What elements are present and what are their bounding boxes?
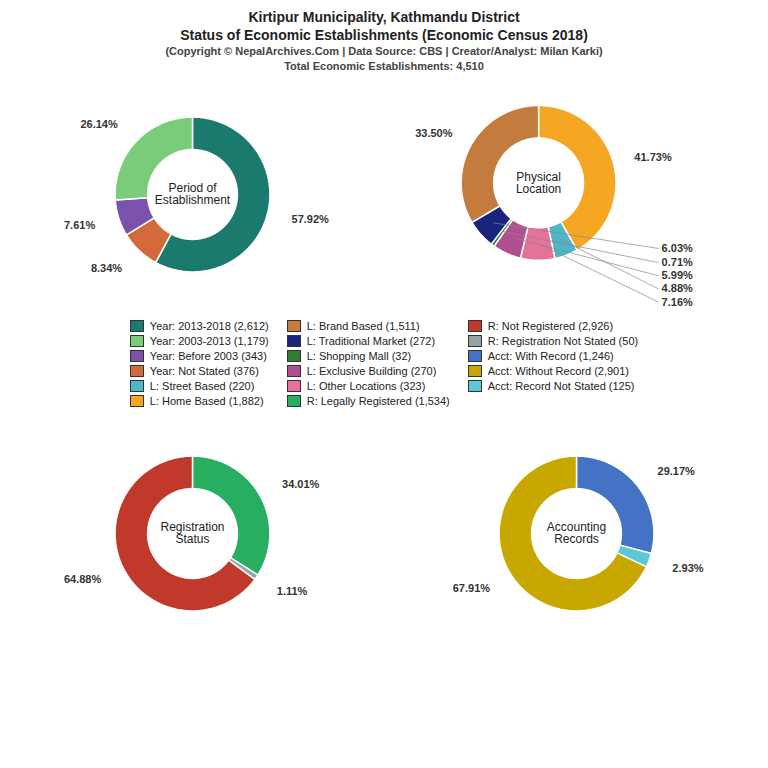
html-text:(Copyright © NepalArchives.Com: (Copyright © NepalArchives.Com | Data So… [165, 45, 603, 57]
html-text:Total Economic Establishments:: Total Economic Establishments: 4,510 [284, 60, 484, 72]
html-text:L: Exclusive Building (270): L: Exclusive Building (270) [306, 365, 437, 377]
html-text:Acct: Record Not Stated (125): Acct: Record Not Stated (125) [487, 380, 635, 392]
html-text:L: Other Locations (323): L: Other Locations (323) [306, 380, 426, 392]
html-text:L: Home Based (1,882): L: Home Based (1,882) [149, 395, 264, 407]
html-text:Year: 2003-2013 (1,179): Year: 2003-2013 (1,179) [149, 335, 269, 347]
html-text:Year: Before 2003 (343): Year: Before 2003 (343) [149, 350, 267, 362]
svg-text:33.50%: 33.50% [415, 127, 453, 139]
html-text:Acct: With Record (1,246): Acct: With Record (1,246) [487, 350, 614, 362]
svg-text:26.14%: 26.14% [80, 118, 118, 130]
html-text:Acct: Without Record (2,901): Acct: Without Record (2,901) [487, 365, 629, 377]
svg-text:6.03%: 6.03% [662, 242, 693, 254]
html-text:Year: Not Stated (376): Year: Not Stated (376) [149, 365, 259, 377]
svg-text:67.91%: 67.91% [453, 582, 491, 594]
html-text:Kirtipur Municipality, Kathman: Kirtipur Municipality, Kathmandu Distric… [248, 9, 520, 25]
svg-text:29.17%: 29.17% [658, 465, 696, 477]
svg-text:7.61%: 7.61% [64, 219, 95, 231]
html-text:R: Not Registered (2,926): R: Not Registered (2,926) [487, 320, 614, 332]
html-text:R: Legally Registered (1,534): R: Legally Registered (1,534) [306, 395, 450, 407]
svg-text:RegistrationStatus: RegistrationStatus [160, 520, 224, 546]
svg-text:7.16%: 7.16% [662, 296, 693, 308]
svg-text:57.92%: 57.92% [292, 213, 330, 225]
svg-text:41.73%: 41.73% [634, 151, 672, 163]
svg-text:2.93%: 2.93% [672, 562, 703, 574]
svg-text:AccountingRecords: AccountingRecords [547, 520, 606, 546]
svg-text:1.11%: 1.11% [277, 585, 308, 597]
html-text:Status of Economic Establishme: Status of Economic Establishments (Econo… [180, 27, 588, 43]
html-text:L: Brand Based (1,511): L: Brand Based (1,511) [306, 320, 420, 332]
svg-text:5.99%: 5.99% [662, 269, 693, 281]
svg-text:64.88%: 64.88% [64, 573, 102, 585]
svg-text:4.88%: 4.88% [662, 282, 693, 294]
svg-text:Period ofEstablishment: Period ofEstablishment [155, 181, 231, 207]
svg-text:34.01%: 34.01% [282, 478, 320, 490]
html-text:L: Street Based (220): L: Street Based (220) [149, 380, 255, 392]
html-text:Year: 2013-2018 (2,612): Year: 2013-2018 (2,612) [149, 320, 269, 332]
svg-text:0.71%: 0.71% [662, 256, 693, 268]
svg-text:8.34%: 8.34% [91, 262, 122, 274]
svg-text:PhysicalLocation: PhysicalLocation [516, 170, 561, 196]
html-text:R: Registration Not Stated (50: R: Registration Not Stated (50) [487, 335, 639, 347]
html-text:L: Shopping Mall (32): L: Shopping Mall (32) [306, 350, 412, 362]
html-text:L: Traditional Market (272): L: Traditional Market (272) [306, 335, 436, 347]
